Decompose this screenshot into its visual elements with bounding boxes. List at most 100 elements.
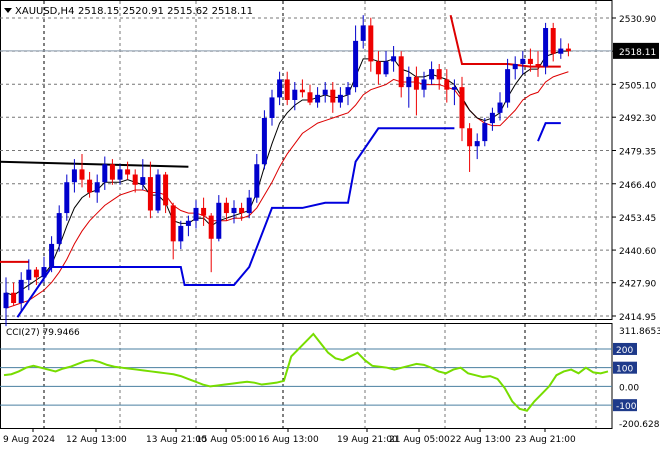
cci-axis: 311.8653 200 100 0.00 -100 -200.6281 <box>613 327 660 430</box>
candle-bull <box>26 269 32 280</box>
candle-bull <box>261 117 267 165</box>
candle-bear <box>375 61 381 75</box>
cci-series <box>0 332 612 412</box>
time-tick-label: 16 Aug 13:00 <box>258 435 319 445</box>
cci-tick-label: -100 <box>616 402 637 412</box>
candle-bull <box>246 197 252 214</box>
dropdown-triangle-icon[interactable] <box>4 8 12 13</box>
candle-bull <box>337 94 343 103</box>
candle-bull <box>18 279 24 304</box>
price-axis: 2530.902518.002505.102492.302479.352466.… <box>612 15 659 323</box>
candle-bull <box>489 112 495 124</box>
candle-bear <box>444 79 450 90</box>
candle-bear <box>535 64 541 67</box>
candle-bull <box>360 25 366 41</box>
candle-bull <box>421 79 427 90</box>
cci-tick-label: 311.8653 <box>619 327 660 337</box>
candle-bear <box>459 87 465 129</box>
cci-level-badge <box>613 399 637 412</box>
time-tick-label: 13 Aug 21:00 <box>146 435 207 445</box>
candle-bull <box>140 177 146 185</box>
candle-bull <box>315 94 321 103</box>
time-tick-label: 15 Aug 05:00 <box>196 435 257 445</box>
candle-bull <box>474 141 480 147</box>
candle-bear <box>398 56 404 88</box>
candle-bear <box>550 28 556 54</box>
candle-bull <box>497 102 503 113</box>
candle-bull <box>543 28 549 67</box>
candle-bear <box>132 174 138 185</box>
price-tick-label: 2414.95 <box>619 313 656 323</box>
candle-bull <box>322 89 328 95</box>
main-panel-border <box>0 0 613 320</box>
candle-bear <box>33 269 39 278</box>
candle-bear <box>201 207 207 216</box>
time-tick-label: 19 Aug 21:00 <box>337 435 398 445</box>
candle-bull <box>64 182 70 214</box>
candle-bull <box>216 202 222 239</box>
candle-bull <box>49 243 55 268</box>
cci-tick-label: 0.00 <box>619 383 639 393</box>
fast-ma-line <box>5 50 569 296</box>
candle-bear <box>368 25 374 62</box>
candle-bear <box>436 69 442 80</box>
candle-bear <box>87 179 93 193</box>
candle-bull <box>429 69 435 80</box>
candle-bull <box>512 64 518 70</box>
chart-frame <box>0 0 613 429</box>
candle-bear <box>307 92 313 103</box>
price-tick-label: 2440.60 <box>619 247 656 257</box>
current-price-badge <box>613 42 659 59</box>
candle-bull <box>193 207 199 221</box>
candle-bull <box>71 169 77 183</box>
support-step-line <box>16 127 455 318</box>
candle-bull <box>102 164 108 183</box>
current-price-label: 2518.11 <box>619 48 656 58</box>
cci-level-badge <box>613 361 637 374</box>
price-tick-label: 2492.30 <box>619 114 656 124</box>
candle-bear <box>413 76 419 90</box>
candle-bull <box>353 40 359 88</box>
candle-bull <box>269 97 275 118</box>
candle-bear <box>565 48 571 52</box>
candle-bear <box>330 89 336 103</box>
time-tick-label: 23 Aug 21:00 <box>515 435 576 445</box>
black-level-line <box>0 160 189 168</box>
candle-bull <box>482 123 488 142</box>
time-tick-label: 21 Aug 05:00 <box>389 435 450 445</box>
candle-bull <box>117 169 123 180</box>
cci-tick-label: 200 <box>616 346 633 356</box>
time-tick-label: 9 Aug 2024 <box>3 435 55 445</box>
price-tick-label: 2530.90 <box>619 15 656 25</box>
candle-bear <box>299 89 305 93</box>
candle-bull <box>3 292 9 309</box>
candle-bear <box>125 169 131 175</box>
candle-bear <box>109 164 115 180</box>
candle-bear <box>527 58 533 65</box>
candle-bull <box>520 58 526 65</box>
candle-bear <box>163 174 169 206</box>
price-tick-label: 2479.35 <box>619 147 656 157</box>
indicator-lines <box>0 14 612 318</box>
candle-bull <box>185 220 191 226</box>
price-tick-label: 2427.90 <box>619 280 656 290</box>
candle-bull <box>41 267 47 278</box>
cci-level-badge <box>613 342 637 355</box>
candle-bull <box>231 207 237 214</box>
cci-line <box>3 332 609 412</box>
candle-bull <box>56 213 62 244</box>
candle-bull <box>345 87 351 95</box>
cci-panel-border <box>0 323 613 429</box>
candle-bull <box>94 182 100 193</box>
candle-bear <box>284 79 290 100</box>
header: XAUUSD,H4 2518.15 2520.91 2515.62 2518.1… <box>4 6 253 338</box>
cci-tick-label: -200.6281 <box>619 420 660 430</box>
price-tick-label: 2466.40 <box>619 181 656 191</box>
price-tick-label: 2505.10 <box>619 81 656 91</box>
candle-bull <box>292 89 298 100</box>
candles <box>3 15 571 327</box>
candle-bear <box>11 292 17 304</box>
